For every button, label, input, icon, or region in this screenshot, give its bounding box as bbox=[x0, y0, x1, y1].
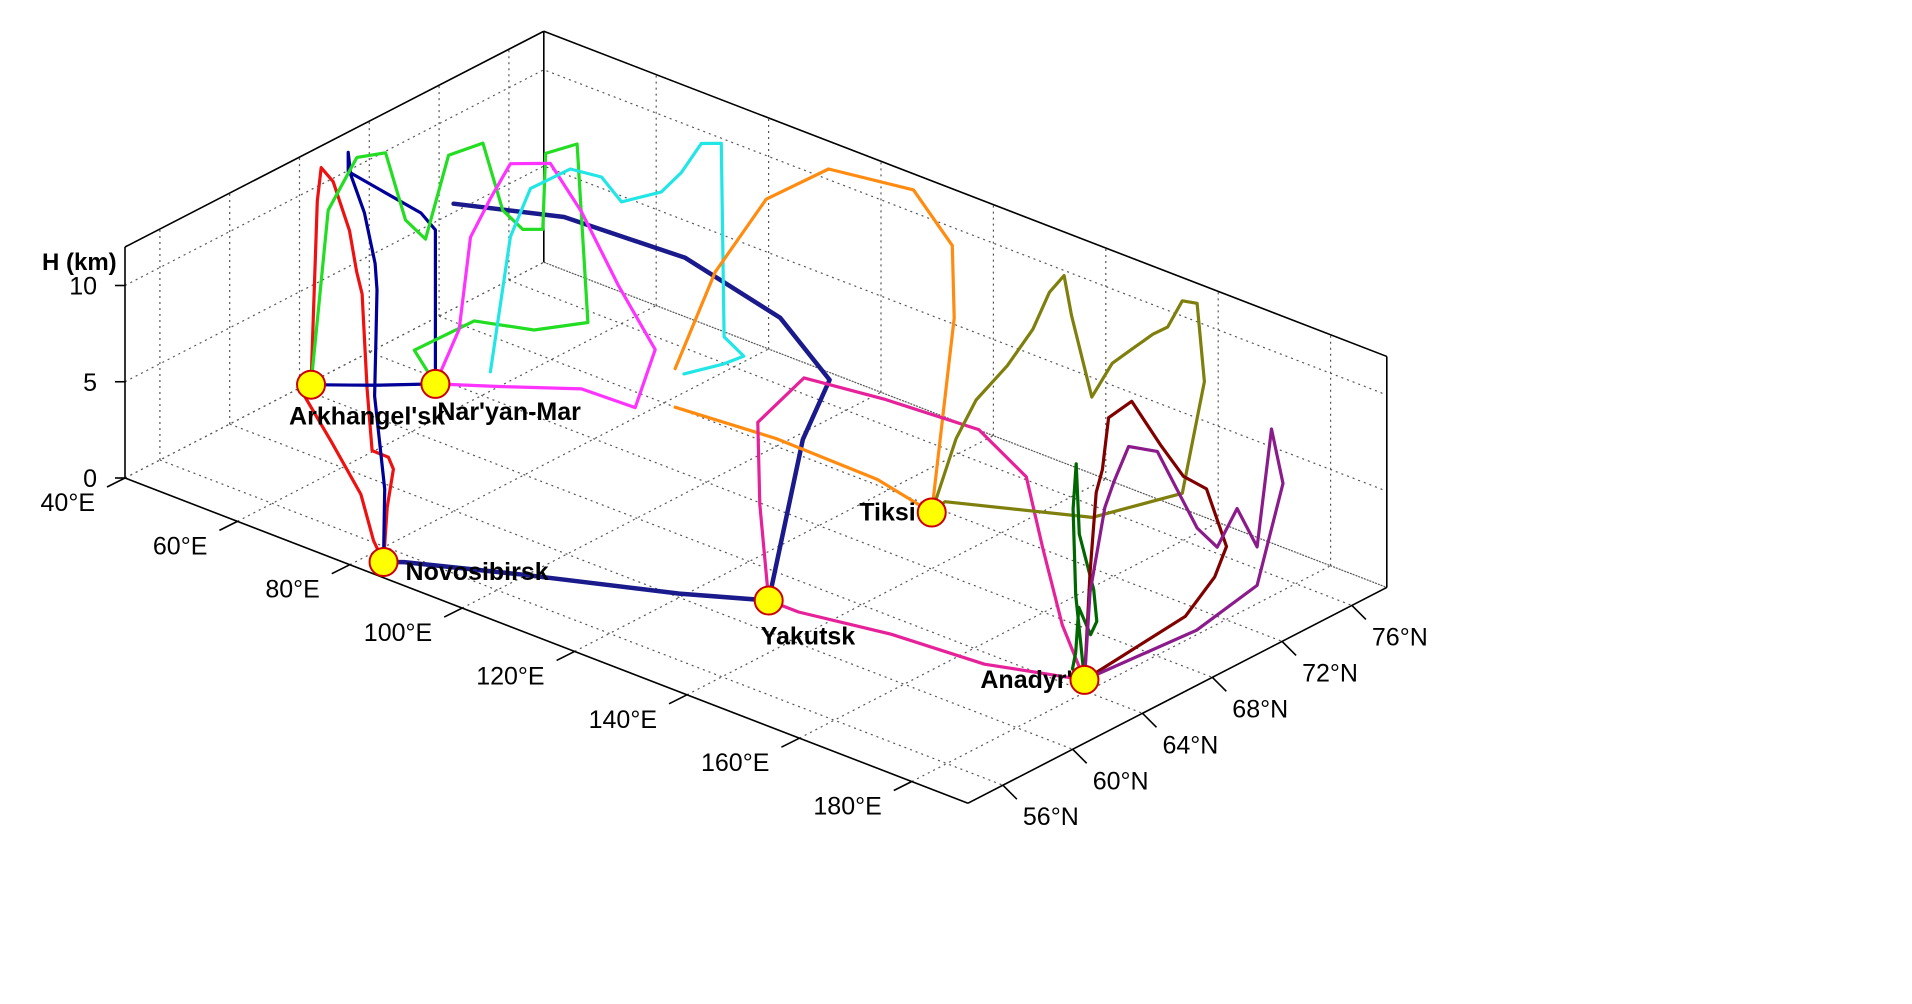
flight-trajectory-12 bbox=[1082, 399, 1229, 682]
lat-tick bbox=[1072, 748, 1088, 764]
wall-grid-line-z bbox=[124, 165, 1388, 492]
flight-trajectory-3 bbox=[310, 383, 437, 386]
axis-box-edge bbox=[543, 30, 1388, 358]
flight-trajectory-5 bbox=[309, 141, 590, 387]
city-label: Nar'yan-Mar bbox=[437, 398, 581, 426]
lat-tick-label: 60°N bbox=[1093, 767, 1149, 795]
flight-series-layer bbox=[302, 141, 1285, 682]
lon-tick-label: 180°E bbox=[813, 793, 881, 821]
flight-trajectory-7 bbox=[488, 141, 746, 376]
lon-tick bbox=[106, 477, 126, 488]
city-label: Tiksi bbox=[859, 499, 916, 527]
floor-grid-line-lon bbox=[237, 305, 657, 522]
axis-box-edge bbox=[967, 586, 1388, 804]
floor-grid-line-lon bbox=[911, 565, 1331, 783]
flight-trajectory-11 bbox=[1070, 462, 1099, 682]
lon-tick bbox=[781, 737, 800, 748]
lon-tick bbox=[893, 780, 913, 792]
city-label: Novosibirsk bbox=[406, 558, 549, 586]
flight-trajectory-10 bbox=[930, 274, 1207, 520]
lat-tick bbox=[1141, 712, 1158, 728]
lon-tick-label: 140°E bbox=[589, 706, 657, 734]
city-marker bbox=[420, 368, 451, 399]
floor-grid-line-lon bbox=[574, 435, 994, 652]
lat-tick-label: 76°N bbox=[1372, 623, 1428, 651]
z-axis-label: H (km) bbox=[42, 249, 117, 276]
wall-grid-line-z bbox=[124, 69, 1388, 396]
floor-grid-line-lat bbox=[159, 459, 1004, 786]
lon-tick-label: 160°E bbox=[701, 749, 769, 777]
lon-tick-label: 120°E bbox=[476, 662, 544, 690]
floor-grid-line-lat bbox=[508, 279, 1353, 606]
wall-grid-line-z bbox=[124, 261, 1388, 588]
z-tick-label: 0 bbox=[83, 465, 97, 493]
city-marker bbox=[753, 585, 784, 616]
floor-grid-line-lon bbox=[349, 348, 769, 566]
lon-tick-label: 60°E bbox=[153, 532, 207, 560]
flight-trajectory-1 bbox=[302, 166, 395, 564]
floor-grid-line-lat bbox=[229, 423, 1073, 750]
flight-trajectory-13 bbox=[1082, 427, 1285, 682]
axis-box-edge bbox=[124, 30, 545, 248]
flight-trajectory-2 bbox=[309, 150, 437, 564]
longitude-axis-ticks: 40°E 60°E 80°E 100°E 120°E 140°E 160°E 180°E bbox=[41, 477, 913, 821]
lat-tick bbox=[1351, 604, 1367, 620]
floor-grid-line-lon bbox=[799, 521, 1219, 739]
lon-tick bbox=[331, 564, 351, 575]
lat-tick bbox=[1281, 640, 1297, 656]
flight-trajectory-8 bbox=[673, 167, 956, 515]
lon-tick bbox=[443, 607, 463, 618]
lon-tick-label: 40°E bbox=[41, 489, 95, 517]
floor-grid-line-lon bbox=[461, 391, 882, 609]
city-label: Arkhangel'sk bbox=[289, 403, 445, 431]
axis-box-edge bbox=[124, 477, 969, 804]
lon-tick bbox=[668, 694, 688, 705]
lon-tick-label: 100°E bbox=[364, 619, 432, 647]
lat-tick-label: 68°N bbox=[1232, 695, 1288, 723]
lon-tick bbox=[219, 520, 238, 532]
city-marker bbox=[1069, 664, 1100, 695]
lat-tick-label: 72°N bbox=[1302, 659, 1358, 687]
floor-grid-line-lon bbox=[686, 478, 1107, 696]
lon-tick-label: 80°E bbox=[265, 576, 319, 604]
flight-trajectory-6 bbox=[433, 161, 657, 410]
z-tick-label: 5 bbox=[83, 369, 97, 397]
lat-tick-label: 64°N bbox=[1163, 731, 1219, 759]
city-label: Anadyr' bbox=[980, 666, 1072, 694]
lon-tick bbox=[556, 650, 575, 662]
lat-tick bbox=[1002, 784, 1018, 800]
z-tick-label: 10 bbox=[69, 273, 97, 301]
lat-tick-label: 56°N bbox=[1023, 803, 1079, 831]
city-marker bbox=[368, 547, 399, 578]
lat-tick bbox=[1211, 676, 1227, 692]
floor-grid-line-lat bbox=[438, 315, 1283, 642]
height-axis-ticks: 0 5 10 bbox=[69, 273, 125, 493]
city-label: Yakutsk bbox=[761, 623, 856, 651]
city-marker bbox=[916, 497, 947, 528]
city-marker bbox=[296, 369, 327, 400]
latitude-axis-ticks: 56°N 60°N 64°N 68°N 72°N 76°N bbox=[1002, 604, 1428, 831]
floor-grid-line-lat bbox=[299, 387, 1143, 714]
floor-grid-line-lat bbox=[369, 351, 1213, 678]
flight-trajectory-4 bbox=[381, 201, 832, 603]
